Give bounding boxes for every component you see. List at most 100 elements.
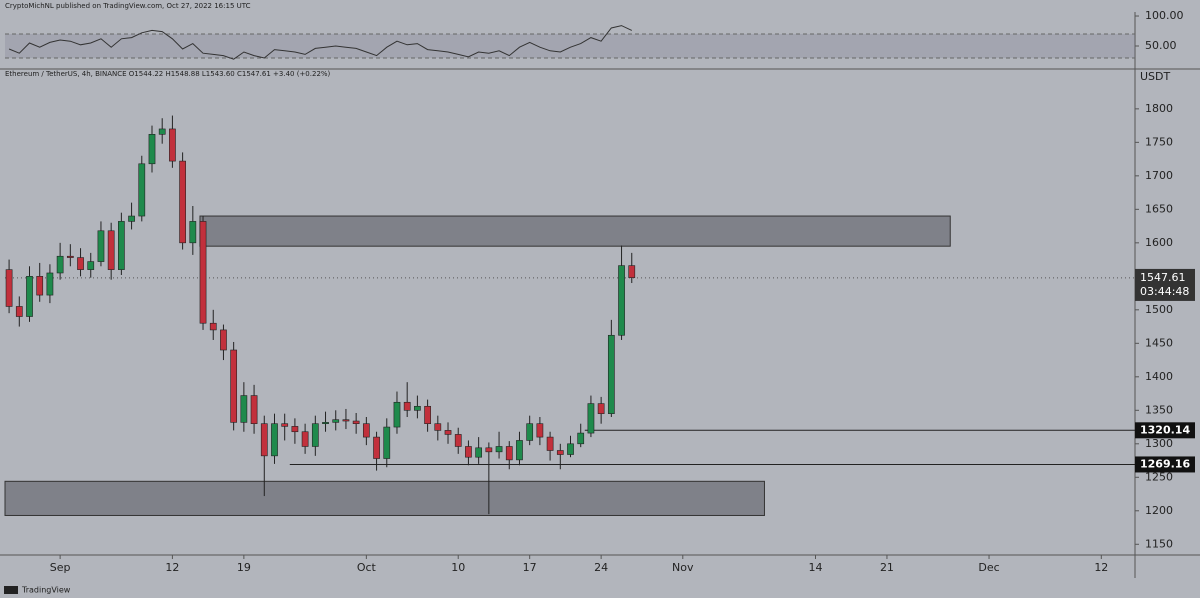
- level-label: 1320.14: [1140, 423, 1190, 436]
- countdown: 03:44:48: [1140, 285, 1189, 298]
- level-tag: [1135, 456, 1195, 473]
- y-tick-label: 1350: [1145, 403, 1173, 416]
- level-tag: [1135, 422, 1195, 439]
- candle-body: [444, 430, 452, 435]
- candle-body: [36, 276, 44, 296]
- candle-body: [485, 447, 493, 453]
- candle-body: [260, 423, 268, 457]
- candle-body: [546, 436, 554, 451]
- candle-body: [495, 446, 503, 453]
- candle-body: [607, 334, 615, 414]
- candle-body: [220, 329, 227, 351]
- y-tick-label: 1200: [1145, 504, 1173, 517]
- x-tick-label: Nov: [672, 561, 694, 574]
- level-label: 1269.16: [1140, 457, 1190, 470]
- x-tick-label: 10: [451, 561, 465, 574]
- candle-body: [199, 221, 207, 324]
- x-tick-label: Sep: [50, 561, 71, 574]
- y-tick-label: 1450: [1145, 336, 1173, 349]
- y-tick-label: 1700: [1145, 169, 1173, 182]
- candle-body: [332, 419, 340, 423]
- unit-label: USDT: [1140, 70, 1171, 83]
- candle-body: [148, 134, 156, 165]
- candle-body: [577, 432, 585, 445]
- candle-body: [118, 221, 125, 270]
- y-tick-label: 1500: [1145, 303, 1173, 316]
- candle-body: [250, 395, 258, 425]
- candle-body: [15, 306, 23, 317]
- rsi-band: [5, 34, 1135, 58]
- brand: TradingView: [21, 586, 71, 595]
- x-tick-label: 17: [523, 561, 537, 574]
- candle-body: [5, 269, 13, 307]
- last-price-label: 1547.61: [1140, 271, 1186, 284]
- x-tick-label: 14: [808, 561, 822, 574]
- y-tick-label: 1300: [1145, 437, 1173, 450]
- y-tick-label: 1400: [1145, 370, 1173, 383]
- candle-body: [56, 255, 64, 274]
- candle-body: [526, 423, 534, 441]
- candle-body: [158, 128, 166, 135]
- candle-body: [567, 443, 574, 455]
- x-tick-label: 12: [1094, 561, 1108, 574]
- zone: [199, 215, 951, 247]
- candle-body: [291, 426, 299, 433]
- candle-body: [322, 422, 329, 425]
- candle-body: [128, 215, 135, 222]
- candle-body: [454, 434, 462, 447]
- candle-body: [556, 450, 564, 455]
- candle-body: [46, 272, 54, 296]
- candle-body: [597, 403, 605, 414]
- candle-body: [66, 255, 74, 258]
- candle-body: [383, 426, 391, 459]
- candle-body: [230, 349, 238, 423]
- y-tick-label: 1250: [1145, 470, 1173, 483]
- rsi-line: [8, 25, 633, 60]
- y-tick-label: 1600: [1145, 236, 1173, 249]
- candle-body: [505, 446, 513, 461]
- candle-body: [516, 440, 523, 461]
- candle-body: [138, 163, 146, 217]
- candle-body: [87, 261, 95, 270]
- y-tick-label: 1150: [1145, 537, 1173, 550]
- candle-body: [373, 436, 380, 459]
- candle-body: [403, 401, 411, 411]
- candle-body: [465, 446, 472, 458]
- candle-body: [179, 160, 186, 244]
- candle-body: [240, 395, 248, 423]
- x-tick-label: 12: [165, 561, 179, 574]
- candle-body: [618, 265, 625, 336]
- candle-body: [536, 423, 544, 438]
- y-tick-label: 1800: [1145, 102, 1173, 115]
- x-tick-label: Dec: [978, 561, 999, 574]
- candle-body: [271, 423, 278, 457]
- candle-body: [301, 431, 309, 447]
- rsi-tick-label: 100.00: [1145, 9, 1184, 22]
- zone: [4, 480, 765, 516]
- candle-body: [424, 405, 431, 425]
- x-tick-label: 19: [237, 561, 251, 574]
- candle-body: [311, 423, 319, 447]
- candle-body: [362, 423, 370, 438]
- candle-body: [169, 128, 176, 162]
- brand-logo: [4, 586, 18, 594]
- candle-body: [97, 230, 105, 262]
- candle-body: [434, 423, 442, 431]
- candle-body: [189, 221, 197, 244]
- candle-body: [107, 230, 115, 270]
- candle-body: [587, 403, 595, 434]
- candle-body: [209, 322, 217, 331]
- publisher: CryptoMichNL published on TradingView.co…: [5, 2, 251, 10]
- candle-body: [352, 420, 360, 425]
- last-price-tag: [1135, 268, 1195, 301]
- x-tick-label: Oct: [357, 561, 377, 574]
- y-tick-label: 1750: [1145, 135, 1173, 148]
- candle-body: [281, 423, 289, 427]
- x-tick-label: 21: [880, 561, 894, 574]
- symbol-legend: Ethereum / TetherUS, 4h, BINANCE O1544.2…: [5, 70, 331, 78]
- y-tick-label: 1650: [1145, 202, 1173, 215]
- candle-body: [26, 276, 33, 317]
- rsi-tick-label: 50.00: [1145, 39, 1177, 52]
- candle-body: [414, 405, 421, 411]
